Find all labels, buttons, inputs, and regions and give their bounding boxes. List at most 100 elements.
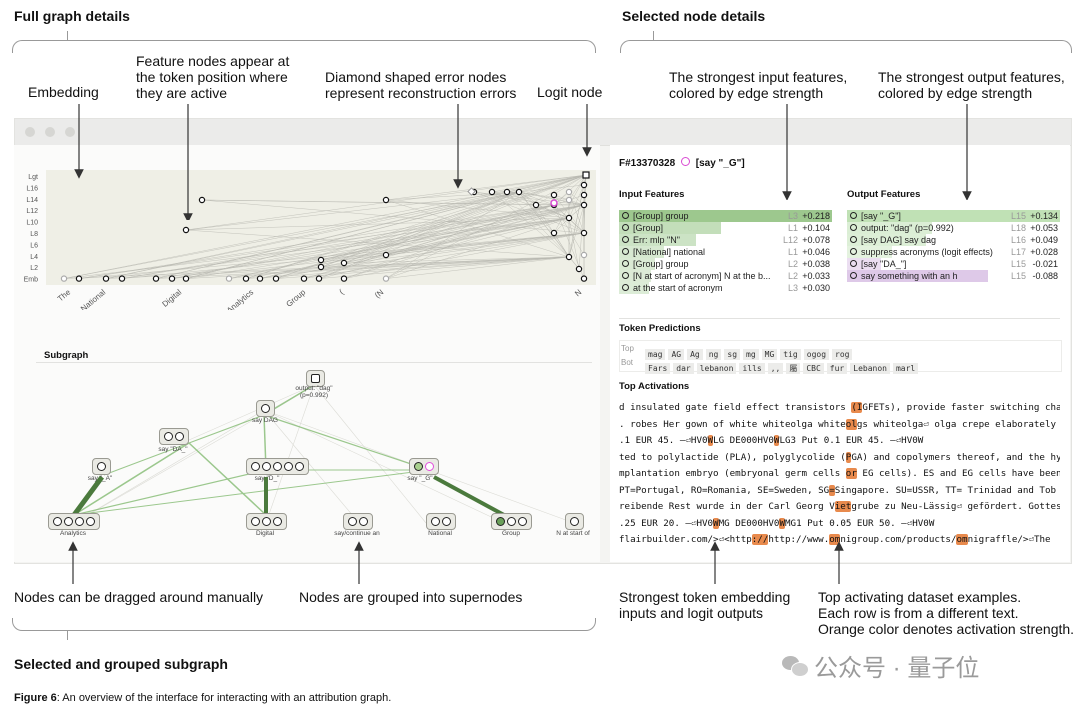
graph-edge [185, 256, 570, 279]
graph-edge [491, 191, 570, 219]
feature-node-icon [850, 236, 857, 243]
graph-edge [185, 217, 570, 231]
graph-edge [385, 232, 585, 256]
feature-row[interactable]: [say "DA_"] L15 -0.021 [847, 258, 1060, 270]
feature-name: [say DAG] say dag [861, 235, 937, 245]
graph-edge [568, 191, 585, 206]
activation-example: . robes Her gown of white whiteolga whit… [619, 418, 1060, 430]
token-label: ( [337, 287, 345, 296]
prediction-token: CBC [803, 363, 824, 374]
feature-strength-bar [619, 210, 832, 222]
window-zoom-dot[interactable] [65, 127, 75, 137]
graph-edge [343, 232, 585, 279]
selected-node-ring-icon [680, 157, 690, 166]
graph-edge [473, 191, 585, 234]
supernode-say-dag[interactable] [256, 400, 275, 417]
supernode-output-dag[interactable] [306, 370, 325, 387]
feature-row[interactable]: [say "_G"] L15 +0.134 [847, 210, 1060, 222]
graph-feature-node [102, 275, 110, 282]
feature-value: +0.078 [802, 235, 830, 245]
activation-example: flairbuilder.com/>⏎<http://http://www.om… [619, 534, 1051, 545]
prediction-token: marl [892, 363, 919, 374]
feature-row[interactable]: suppress acronyms (logit effects) L17 +0.0… [847, 246, 1060, 258]
feature-value: +0.033 [802, 271, 830, 281]
top-predictions-label: Top [621, 344, 634, 353]
graph-edge [245, 191, 520, 279]
activation-highlight: = [829, 484, 835, 496]
attribution-graph[interactable]: Lgt L16 L14 L12 L10 L8 L6 L4 L2 Emb The National Di… [14, 145, 600, 310]
graph-edge [245, 256, 570, 279]
prediction-token: mg [743, 349, 759, 360]
feature-strength-bar [847, 222, 933, 234]
feature-row[interactable]: say something with an h L15 -0.088 [847, 270, 1060, 282]
prediction-token: 屬 [786, 363, 801, 374]
feature-row[interactable]: [Group] L1 +0.104 [619, 222, 832, 234]
graph-edge [201, 199, 585, 234]
graph-selected-node [550, 199, 558, 207]
graph-edge [385, 256, 570, 279]
feature-name: at the start of acronym [633, 283, 723, 293]
prediction-token: mag [645, 349, 666, 360]
top-annotation-arrows [74, 104, 592, 220]
feature-row[interactable]: [Group] group L2 +0.038 [619, 258, 832, 270]
feature-row[interactable]: [say DAG] say dag L16 +0.049 [847, 234, 1060, 246]
prediction-token: sg [724, 349, 741, 360]
feature-row[interactable]: Err: mlp "N" L12 +0.078 [619, 234, 832, 246]
activation-highlight: (I [851, 402, 863, 413]
selected-node-name: [say "_G"] [695, 158, 745, 169]
supernode-national[interactable] [426, 513, 456, 530]
graph-feature-node [565, 196, 573, 204]
graph-feature-node [242, 275, 250, 282]
top-token-list: mag AG Ag ng sg mg MG tig ogog rog [645, 344, 855, 362]
subgraph-caption-heading: Selected and grouped subgraph [14, 656, 228, 672]
graph-edge [506, 191, 570, 258]
prediction-token: ills [739, 363, 765, 374]
supernode-label: say/continue an [334, 530, 380, 537]
supernode-label: say "_A" [87, 475, 113, 482]
graph-edge [245, 174, 587, 279]
graph-edge [185, 191, 520, 279]
supernode-say-continue-an[interactable] [343, 513, 373, 530]
supernode-group[interactable] [491, 513, 532, 530]
supernode-label: Digital [255, 530, 275, 537]
layer-label: Lgt [28, 174, 38, 181]
feature-row[interactable]: [Group] group L3 +0.218 [619, 210, 832, 222]
graph-edge [568, 184, 585, 258]
supernode-say-d[interactable] [246, 458, 309, 475]
supernode-digital[interactable] [246, 513, 287, 530]
feature-row[interactable]: at the start of acronym L3 +0.030 [619, 282, 832, 294]
token-predictions-title: Token Predictions [619, 323, 701, 334]
supernode-analytics[interactable] [48, 513, 100, 530]
feature-name: [say "_G"] [861, 211, 901, 221]
supernode-say-a[interactable] [92, 458, 111, 475]
graph-feature-node [118, 275, 126, 282]
window-minimize-dot[interactable] [45, 127, 55, 137]
feature-node-icon [622, 248, 629, 255]
activation-highlight: iet [834, 501, 852, 512]
subgraph-title: Subgraph [44, 350, 89, 361]
feature-node-icon [850, 248, 857, 255]
feature-row[interactable]: [N at start of acronym] N at the b... L2 +… [619, 270, 832, 282]
token-label: Digital [160, 287, 183, 308]
feature-layer: L17 [1010, 247, 1026, 257]
prediction-token: ogog [803, 349, 830, 360]
supernode-n-at-start[interactable] [565, 513, 584, 530]
feature-name: suppress acronyms (logit effects) [861, 247, 993, 257]
feature-row[interactable]: [National] national L1 +0.046 [619, 246, 832, 258]
selected-node-id: F#13370328 [619, 158, 676, 169]
graph-edge [568, 217, 580, 270]
activation-example: reibende Rest wurde in der Carl Georg Vi… [619, 501, 1060, 512]
prediction-token: ng [705, 349, 722, 360]
graph-edge [121, 204, 555, 279]
feature-name: [say "DA_"] [861, 259, 907, 269]
graph-edge [259, 204, 585, 279]
feature-row[interactable]: output: "dag" (p=0.992) L18 +0.053 [847, 222, 1060, 234]
supernode-say-da[interactable] [159, 428, 189, 445]
graph-feature-node [300, 275, 308, 282]
graph-feature-node [565, 214, 573, 222]
window-close-dot[interactable] [25, 127, 35, 137]
supernode-say-g[interactable] [409, 458, 439, 475]
feature-strength-bar [847, 246, 892, 258]
input-features-title: Input Features [619, 189, 685, 200]
token-label: N [573, 287, 583, 298]
